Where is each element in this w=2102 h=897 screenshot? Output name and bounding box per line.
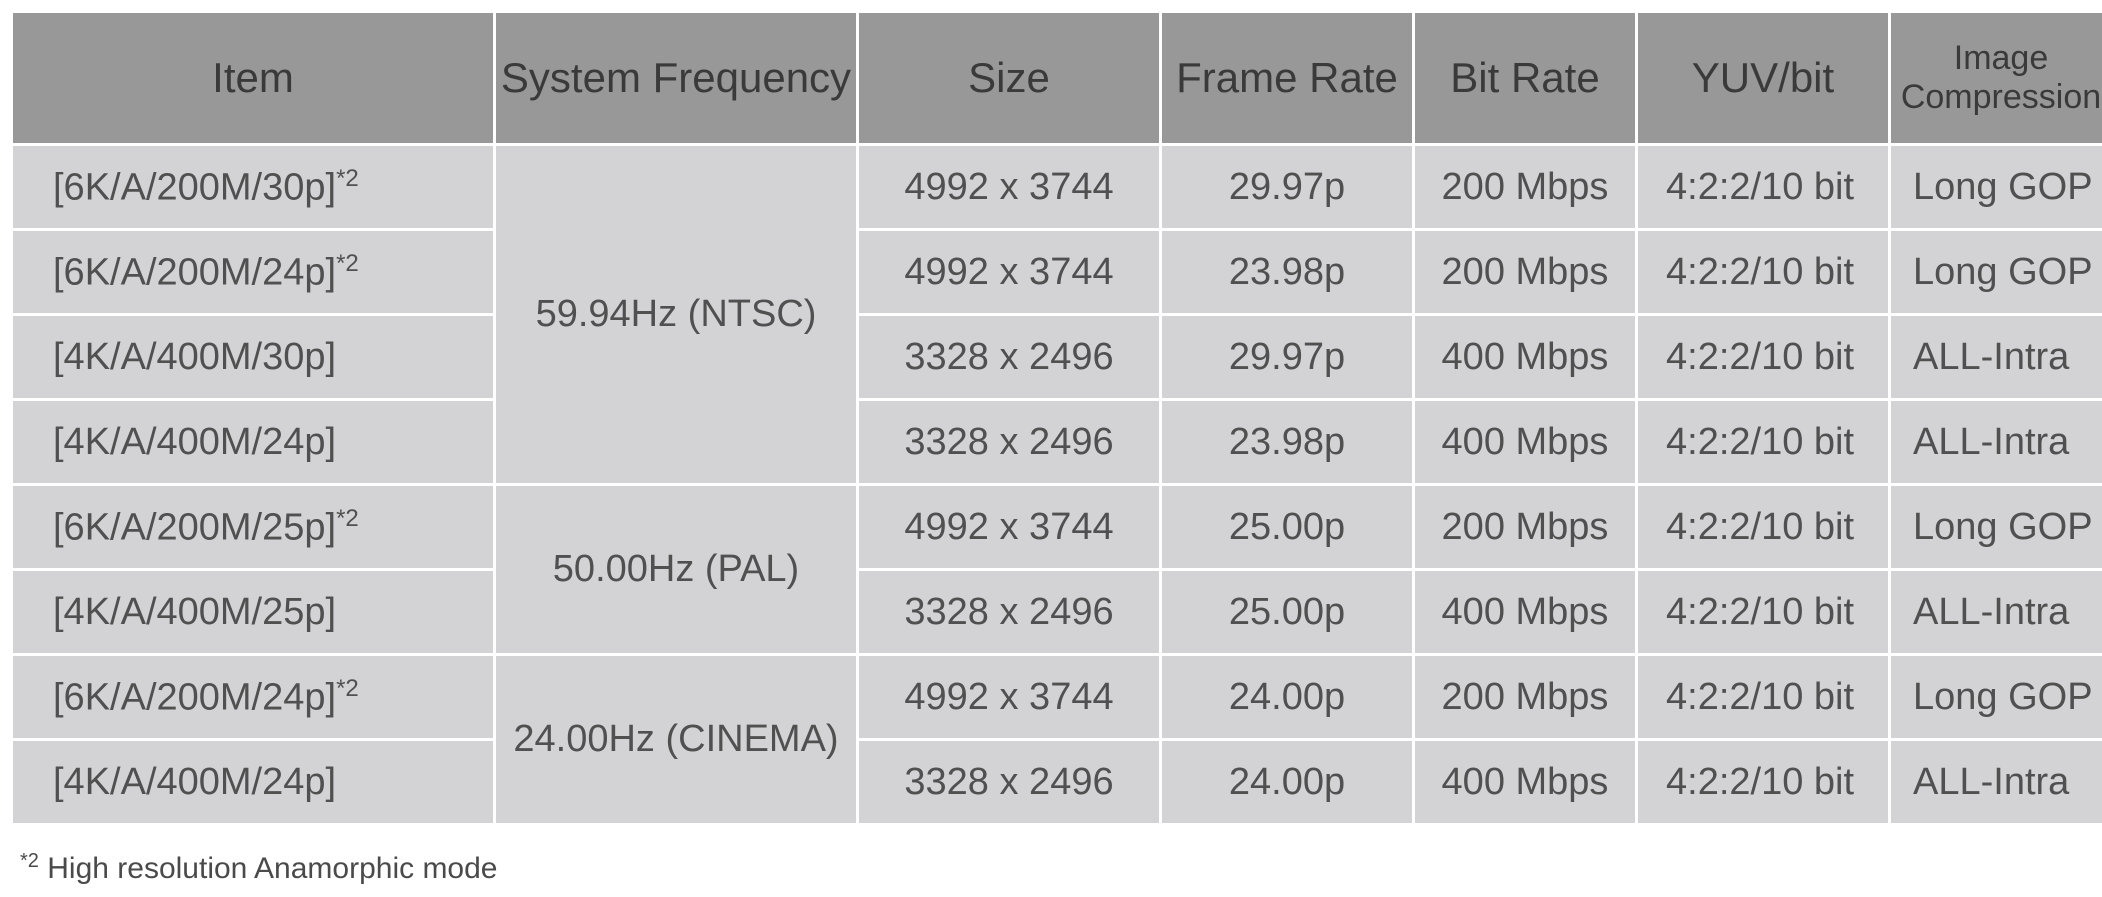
table-row: [4K/A/400M/30p] 3328 x 249629.97p400 Mbps… bbox=[13, 316, 2102, 398]
cell-bit-rate: 200 Mbps bbox=[1415, 656, 1635, 738]
cell-bit-rate: 400 Mbps bbox=[1415, 741, 1635, 823]
item-footnote-ref: *2 bbox=[336, 505, 359, 532]
table-row: [6K/A/200M/24p]*2 4992 x 374423.98p200 Mb… bbox=[13, 231, 2102, 313]
item-label: [4K/A/400M/24p] bbox=[53, 761, 336, 803]
column-header-system-frequency: System Frequency bbox=[496, 13, 856, 143]
footnote-sup: *2 bbox=[20, 850, 39, 872]
cell-yuv-bit: 4:2:2/10 bit bbox=[1638, 401, 1888, 483]
cell-size: 4992 x 3744 bbox=[859, 656, 1159, 738]
cell-size: 4992 x 3744 bbox=[859, 486, 1159, 568]
cell-image-compression: Long GOP bbox=[1891, 656, 2102, 738]
cell-size: 3328 x 2496 bbox=[859, 316, 1159, 398]
item-label: [6K/A/200M/24p] bbox=[53, 251, 336, 293]
cell-item: [6K/A/200M/24p]*2 bbox=[13, 231, 493, 313]
cell-bit-rate: 200 Mbps bbox=[1415, 146, 1635, 228]
cell-size: 3328 x 2496 bbox=[859, 741, 1159, 823]
column-header-size: Size bbox=[859, 13, 1159, 143]
cell-image-compression: ALL-Intra bbox=[1891, 571, 2102, 653]
cell-yuv-bit: 4:2:2/10 bit bbox=[1638, 146, 1888, 228]
item-footnote-ref: *2 bbox=[336, 675, 359, 702]
cell-item: [4K/A/400M/25p] bbox=[13, 571, 493, 653]
column-header-frame-rate: Frame Rate bbox=[1162, 13, 1412, 143]
cell-image-compression: Long GOP bbox=[1891, 231, 2102, 313]
cell-item: [6K/A/200M/25p]*2 bbox=[13, 486, 493, 568]
cell-size: 3328 x 2496 bbox=[859, 401, 1159, 483]
cell-frame-rate: 24.00p bbox=[1162, 656, 1412, 738]
cell-frame-rate: 24.00p bbox=[1162, 741, 1412, 823]
cell-size: 3328 x 2496 bbox=[859, 571, 1159, 653]
cell-system-frequency: 59.94Hz (NTSC) bbox=[496, 146, 856, 483]
cell-frame-rate: 23.98p bbox=[1162, 401, 1412, 483]
table-body: [6K/A/200M/30p]*259.94Hz (NTSC)4992 x 37… bbox=[13, 146, 2102, 823]
cell-image-compression: ALL-Intra bbox=[1891, 401, 2102, 483]
cell-item: [6K/A/200M/30p]*2 bbox=[13, 146, 493, 228]
cell-system-frequency: 24.00Hz (CINEMA) bbox=[496, 656, 856, 823]
cell-image-compression: Long GOP bbox=[1891, 146, 2102, 228]
footnote-text: High resolution Anamorphic mode bbox=[39, 852, 498, 885]
table-row: [6K/A/200M/24p]*224.00Hz (CINEMA)4992 x … bbox=[13, 656, 2102, 738]
cell-bit-rate: 200 Mbps bbox=[1415, 231, 1635, 313]
item-label: [4K/A/400M/25p] bbox=[53, 591, 336, 633]
cell-yuv-bit: 4:2:2/10 bit bbox=[1638, 486, 1888, 568]
column-header-yuv-bit: YUV/bit bbox=[1638, 13, 1888, 143]
table-row: [4K/A/400M/24p] 3328 x 249623.98p400 Mbps… bbox=[13, 401, 2102, 483]
cell-frame-rate: 25.00p bbox=[1162, 486, 1412, 568]
cell-image-compression: ALL-Intra bbox=[1891, 316, 2102, 398]
cell-bit-rate: 200 Mbps bbox=[1415, 486, 1635, 568]
cell-frame-rate: 29.97p bbox=[1162, 316, 1412, 398]
cell-item: [6K/A/200M/24p]*2 bbox=[13, 656, 493, 738]
cell-image-compression: ALL-Intra bbox=[1891, 741, 2102, 823]
item-label: [4K/A/400M/24p] bbox=[53, 421, 336, 463]
table-header-row: Item System Frequency Size Frame Rate Bi… bbox=[13, 13, 2102, 143]
cell-item: [4K/A/400M/30p] bbox=[13, 316, 493, 398]
cell-image-compression: Long GOP bbox=[1891, 486, 2102, 568]
cell-item: [4K/A/400M/24p] bbox=[13, 741, 493, 823]
cell-frame-rate: 25.00p bbox=[1162, 571, 1412, 653]
cell-yuv-bit: 4:2:2/10 bit bbox=[1638, 741, 1888, 823]
cell-yuv-bit: 4:2:2/10 bit bbox=[1638, 571, 1888, 653]
item-label: [6K/A/200M/25p] bbox=[53, 506, 336, 548]
cell-bit-rate: 400 Mbps bbox=[1415, 401, 1635, 483]
cell-item: [4K/A/400M/24p] bbox=[13, 401, 493, 483]
cell-yuv-bit: 4:2:2/10 bit bbox=[1638, 316, 1888, 398]
cell-frame-rate: 29.97p bbox=[1162, 146, 1412, 228]
cell-yuv-bit: 4:2:2/10 bit bbox=[1638, 231, 1888, 313]
column-header-bit-rate: Bit Rate bbox=[1415, 13, 1635, 143]
cell-size: 4992 x 3744 bbox=[859, 231, 1159, 313]
item-footnote-ref: *2 bbox=[336, 250, 359, 277]
cell-size: 4992 x 3744 bbox=[859, 146, 1159, 228]
table-row: [6K/A/200M/30p]*259.94Hz (NTSC)4992 x 37… bbox=[13, 146, 2102, 228]
cell-bit-rate: 400 Mbps bbox=[1415, 316, 1635, 398]
cell-system-frequency: 50.00Hz (PAL) bbox=[496, 486, 856, 653]
cell-frame-rate: 23.98p bbox=[1162, 231, 1412, 313]
table-row: [4K/A/400M/25p] 3328 x 249625.00p400 Mbps… bbox=[13, 571, 2102, 653]
recording-spec-table-container: Item System Frequency Size Frame Rate Bi… bbox=[10, 10, 2092, 826]
table-header: Item System Frequency Size Frame Rate Bi… bbox=[13, 13, 2102, 143]
recording-spec-table: Item System Frequency Size Frame Rate Bi… bbox=[10, 10, 2102, 826]
cell-bit-rate: 400 Mbps bbox=[1415, 571, 1635, 653]
footnote: *2 High resolution Anamorphic mode bbox=[10, 850, 2092, 886]
item-label: [4K/A/400M/30p] bbox=[53, 336, 336, 378]
item-label: [6K/A/200M/30p] bbox=[53, 166, 336, 208]
cell-yuv-bit: 4:2:2/10 bit bbox=[1638, 656, 1888, 738]
column-header-item: Item bbox=[13, 13, 493, 143]
item-footnote-ref: *2 bbox=[336, 165, 359, 192]
table-row: [4K/A/400M/24p] 3328 x 249624.00p400 Mbps… bbox=[13, 741, 2102, 823]
table-row: [6K/A/200M/25p]*250.00Hz (PAL)4992 x 374… bbox=[13, 486, 2102, 568]
column-header-image-compression: Image Compression bbox=[1891, 13, 2102, 143]
item-label: [6K/A/200M/24p] bbox=[53, 676, 336, 718]
